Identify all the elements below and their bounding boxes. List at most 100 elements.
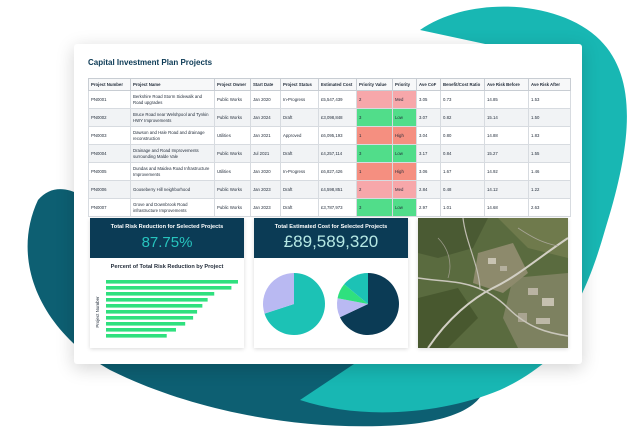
pie-slice[interactable] (344, 273, 368, 304)
risk-reduction-value: 87.75% (141, 234, 193, 251)
risk-reduction-bar[interactable] (106, 322, 186, 326)
cell-start: Jan 2020 (250, 162, 281, 181)
cell-name: Gooseberry Hill neighborhood (130, 180, 215, 199)
cell-bcr: 0.80 (440, 126, 485, 145)
column-header[interactable]: Priority (392, 78, 417, 91)
satellite-map[interactable] (418, 218, 568, 348)
cell-bcr: 0.48 (440, 180, 485, 199)
risk-reduction-bar[interactable] (106, 298, 208, 302)
pie-slice[interactable] (337, 284, 368, 304)
risk-reduction-bar[interactable] (106, 316, 194, 320)
table-row[interactable]: PN0007 Grove and Downbrook Road infrastru… (88, 198, 571, 217)
teal-blob-lower (300, 330, 575, 413)
cell-number: PN0004 (88, 144, 131, 163)
risk-reduction-bar[interactable] (106, 304, 203, 308)
cell-priority: High (392, 162, 417, 181)
cell-owner: Public Works (214, 144, 251, 163)
cell-name: Drainage and Road Improvements surroundi… (130, 144, 215, 163)
cell-after: 1.83 (528, 126, 571, 145)
risk-reduction-header: Total Risk Reduction for Selected Projec… (90, 218, 244, 258)
cell-priority: Med (392, 180, 417, 199)
cell-pvalue: 2 (356, 90, 393, 109)
bar-chart-title: Percent of Total Risk Reduction by Proje… (110, 264, 224, 270)
cell-cof: 2.97 (416, 198, 441, 217)
cell-number: PN0002 (88, 108, 131, 127)
table-row[interactable]: PN0005 Dundas and Maidea Road Infrastruct… (88, 162, 571, 181)
column-header[interactable]: Project Owner (214, 78, 251, 91)
cell-pvalue: 3 (356, 108, 393, 127)
risk-reduction-bar[interactable] (106, 286, 232, 290)
cell-cost: £6,827,426 (318, 162, 357, 181)
cell-priority: Low (392, 108, 417, 127)
cost-pie-charts (263, 273, 399, 335)
column-header[interactable]: Project Status (280, 78, 319, 91)
cell-bcr: 0.84 (440, 144, 485, 163)
cell-cost: £3,098,848 (318, 108, 357, 127)
cell-pvalue: 1 (356, 126, 393, 145)
risk-reduction-bar[interactable] (106, 310, 198, 314)
estimated-cost-title: Total Estimated Cost for Selected Projec… (274, 224, 388, 230)
cell-priority: Low (392, 198, 417, 217)
pie-slice[interactable] (337, 298, 368, 318)
cell-number: PN0007 (88, 198, 131, 217)
projects-table: Project Number Project Name Project Owne… (88, 78, 571, 217)
risk-reduction-bar[interactable] (106, 292, 215, 296)
cell-cost: £3,787,973 (318, 198, 357, 217)
cell-name: Dundas and Maidea Road Infrastructure Im… (130, 162, 215, 181)
cell-bcr: 0.73 (440, 90, 485, 109)
risk-reduction-bar[interactable] (106, 334, 167, 338)
cell-after: 1.50 (528, 108, 571, 127)
cell-bcr: 0.82 (440, 108, 485, 127)
cell-after: 2.63 (528, 198, 571, 217)
cell-pvalue: 1 (356, 162, 393, 181)
risk-reduction-bar[interactable] (106, 328, 176, 332)
cell-cof: 3.17 (416, 144, 441, 163)
cell-priority: Med (392, 90, 417, 109)
cell-before: 14.88 (484, 126, 529, 145)
bar-chart-ylabel: Project Number (95, 296, 100, 328)
column-header[interactable]: Project Name (130, 78, 215, 91)
table-row[interactable]: PN0002 Bruce Road near Welshpool and Tynk… (88, 108, 571, 127)
table-row[interactable]: PN0006 Gooseberry Hill neighborhood Public… (88, 180, 571, 199)
column-header[interactable]: Ave Risk Before (484, 78, 529, 91)
column-header[interactable]: Start Date (250, 78, 281, 91)
table-row[interactable]: PN0004 Drainage and Road Improvements sur… (88, 144, 571, 163)
cell-after: 1.46 (528, 162, 571, 181)
column-header[interactable]: Ave CoF (416, 78, 441, 91)
risk-reduction-panel: Total Risk Reduction for Selected Projec… (90, 218, 244, 348)
cell-pvalue: 2 (356, 180, 393, 199)
risk-reduction-bar[interactable] (106, 280, 238, 284)
cell-cof: 3.04 (416, 126, 441, 145)
estimated-cost-value: £89,589,320 (283, 232, 379, 251)
pie-slice[interactable] (263, 273, 294, 314)
cell-name: Bruce Road near Welshpool and Tynkin HWY… (130, 108, 215, 127)
estimated-cost-header: Total Estimated Cost for Selected Projec… (254, 218, 408, 258)
cell-cof: 2.84 (416, 180, 441, 199)
column-header[interactable]: Ave Risk After (528, 78, 571, 91)
column-header[interactable]: Estimated Cost (318, 78, 357, 91)
pie-slice[interactable] (339, 273, 399, 335)
cell-status: Draft (280, 108, 319, 127)
cell-start: Jul 2021 (250, 144, 281, 163)
column-header[interactable]: Priority Value (356, 78, 393, 91)
cell-after: 1.22 (528, 180, 571, 199)
satellite-map-panel[interactable] (418, 218, 568, 348)
cell-before: 14.68 (484, 198, 529, 217)
cell-number: PN0005 (88, 162, 131, 181)
cell-before: 14.92 (484, 162, 529, 181)
table-row[interactable]: PN0001 Berkshire Road Storm Sidewalk and … (88, 90, 571, 109)
pie-slice[interactable] (264, 273, 325, 335)
cell-after: 1.55 (528, 144, 571, 163)
risk-reduction-bar-chart: Project Number (95, 280, 238, 338)
estimated-cost-panel: Total Estimated Cost for Selected Projec… (254, 218, 408, 348)
cell-bcr: 1.01 (440, 198, 485, 217)
column-header[interactable]: Project Number (88, 78, 131, 91)
cell-before: 14.12 (484, 180, 529, 199)
cell-cost: £5,547,439 (318, 90, 357, 109)
table-row[interactable]: PN0003 Dawson and Hale Road and drainage … (88, 126, 571, 145)
column-header[interactable]: Benefit/Cost Ratio (440, 78, 485, 91)
cell-number: PN0001 (88, 90, 131, 109)
cell-owner: Utilities (214, 126, 251, 145)
cell-cost: £6,095,193 (318, 126, 357, 145)
cell-cost: £4,257,114 (318, 144, 357, 163)
